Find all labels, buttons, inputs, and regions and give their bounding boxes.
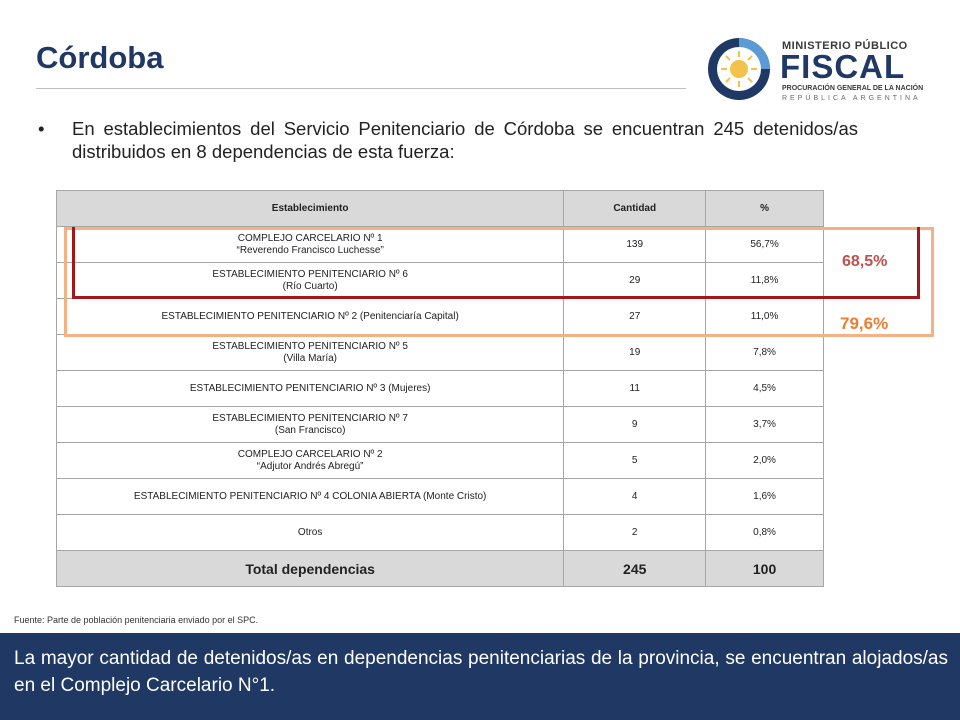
table-row: ESTABLECIMIENTO PENITENCIARIO Nº 6 (Río C…	[55, 262, 824, 299]
establishment-name-line: ESTABLECIMIENTO PENITENCIARIO Nº 4 COLON…	[133, 490, 487, 502]
table-row: COMPLEJO CARCELARIO Nº 2 “Adjutor Andrés …	[55, 442, 824, 479]
table-body: COMPLEJO CARCELARIO Nº 1 “Reverendo Franc…	[55, 226, 824, 551]
establishment-name-cell: ESTABLECIMIENTO PENITENCIARIO Nº 7 (San F…	[55, 406, 565, 443]
establishment-name-cell: ESTABLECIMIENTO PENITENCIARIO Nº 5 (Villa…	[55, 334, 565, 371]
intro-bullet-text: En establecimientos del Servicio Peniten…	[72, 118, 858, 162]
establishment-name-cell: ESTABLECIMIENTO PENITENCIARIO Nº 6 (Río C…	[55, 262, 565, 299]
establishment-qty-cell: 27	[563, 298, 707, 335]
table-row: ESTABLECIMIENTO PENITENCIARIO Nº 3 (Muje…	[55, 370, 824, 407]
establishment-qty-cell: 5	[563, 442, 707, 479]
establishment-qty-cell: 139	[563, 226, 707, 263]
establishment-qty-cell: 4	[563, 478, 707, 515]
logo-fiscal-text: FISCAL	[780, 48, 906, 85]
table-row: COMPLEJO CARCELARIO Nº 1 “Reverendo Franc…	[55, 226, 824, 263]
total-pct: 100	[705, 550, 824, 587]
establishment-pct-cell: 11,0%	[705, 298, 824, 335]
establishment-name-line: (Villa María)	[283, 352, 337, 364]
sun-emblem-icon	[708, 38, 770, 100]
conclusion-banner: La mayor cantidad de detenidos/as en dep…	[0, 633, 960, 720]
highlight-top3-pct: 79,6%	[840, 314, 889, 333]
header-establecimiento: Establecimiento	[55, 190, 565, 227]
bullet-dot-icon: •	[38, 118, 45, 139]
establishment-name-line: (Río Cuarto)	[282, 280, 338, 292]
establishment-name-line: ESTABLECIMIENTO PENITENCIARIO Nº 3 (Muje…	[189, 382, 431, 394]
establishment-name-line: “Reverendo Francisco Luchesse”	[236, 244, 384, 256]
establishment-name-line: “Adjutor Andrés Abregú”	[256, 460, 364, 472]
establishment-name-line: ESTABLECIMIENTO PENITENCIARIO Nº 6	[212, 268, 408, 280]
establishment-pct-cell: 2,0%	[705, 442, 824, 479]
highlight-top2-pct: 68,5%	[842, 253, 888, 270]
table-row: ESTABLECIMIENTO PENITENCIARIO Nº 7 (San F…	[55, 406, 824, 443]
header-cantidad: Cantidad	[563, 190, 707, 227]
establishment-name-cell: COMPLEJO CARCELARIO Nº 1 “Reverendo Franc…	[55, 226, 565, 263]
establishment-name-line: ESTABLECIMIENTO PENITENCIARIO Nº 7	[212, 412, 408, 424]
establishment-qty-cell: 19	[563, 334, 707, 371]
table-row: ESTABLECIMIENTO PENITENCIARIO Nº 5 (Villa…	[55, 334, 824, 371]
establishment-name-cell: COMPLEJO CARCELARIO Nº 2 “Adjutor Andrés …	[55, 442, 565, 479]
table-row: ESTABLECIMIENTO PENITENCIARIO Nº 2 (Peni…	[55, 298, 824, 335]
table-row: Otros 2 0,8%	[55, 514, 824, 551]
logo-procuracion-text: PROCURACIÓN GENERAL DE LA NACIÓN	[782, 85, 924, 92]
establishment-qty-cell: 9	[563, 406, 707, 443]
highlight-top3-box	[64, 227, 934, 337]
table-total-row: Total dependencias 245 100	[55, 550, 824, 587]
header-porcentaje: %	[705, 190, 824, 227]
intro-bullet: • En establecimientos del Servicio Penit…	[38, 117, 858, 163]
ministerio-logo: MINISTERIO PÚBLICO FISCAL PROCURACIÓN GE…	[706, 36, 926, 106]
establishment-qty-cell: 11	[563, 370, 707, 407]
establishment-pct-cell: 11,8%	[705, 262, 824, 299]
total-qty: 245	[563, 550, 707, 587]
table-row: ESTABLECIMIENTO PENITENCIARIO Nº 4 COLON…	[55, 478, 824, 515]
establishment-name-cell: Otros	[55, 514, 565, 551]
establishment-qty-cell: 29	[563, 262, 707, 299]
establishment-pct-cell: 0,8%	[705, 514, 824, 551]
establishment-pct-cell: 4,5%	[705, 370, 824, 407]
establishment-name-cell: ESTABLECIMIENTO PENITENCIARIO Nº 3 (Muje…	[55, 370, 565, 407]
establishment-pct-cell: 7,8%	[705, 334, 824, 371]
establishment-name-line: Otros	[297, 526, 323, 538]
establishment-pct-cell: 1,6%	[705, 478, 824, 515]
establishment-name-line: ESTABLECIMIENTO PENITENCIARIO Nº 2 (Peni…	[161, 310, 459, 322]
establishment-name-cell: ESTABLECIMIENTO PENITENCIARIO Nº 4 COLON…	[55, 478, 565, 515]
establishment-qty-cell: 2	[563, 514, 707, 551]
slide-title: Córdoba	[36, 40, 164, 75]
establishment-name-cell: ESTABLECIMIENTO PENITENCIARIO Nº 2 (Peni…	[55, 298, 565, 335]
logo-ministerio-text: MINISTERIO PÚBLICO	[782, 40, 908, 52]
establishment-name-line: (San Francisco)	[274, 424, 346, 436]
establishment-name-line: ESTABLECIMIENTO PENITENCIARIO Nº 5	[212, 340, 408, 352]
title-divider	[36, 88, 686, 89]
establishment-name-line: COMPLEJO CARCELARIO Nº 2	[237, 448, 383, 460]
logo-republica-text: REPÚBLICA ARGENTINA	[782, 95, 921, 102]
establishment-pct-cell: 56,7%	[705, 226, 824, 263]
source-note: Fuente: Parte de población penitenciaria…	[14, 615, 259, 625]
establishment-pct-cell: 3,7%	[705, 406, 824, 443]
table-header-row: Establecimiento Cantidad %	[55, 190, 824, 227]
establishments-table: Establecimiento Cantidad % COMPLEJO CARC…	[55, 190, 824, 587]
total-label: Total dependencias	[55, 550, 565, 587]
establishment-name-line: COMPLEJO CARCELARIO Nº 1	[237, 232, 383, 244]
conclusion-text: La mayor cantidad de detenidos/as en dep…	[14, 648, 948, 696]
highlight-top2-box	[72, 227, 920, 299]
